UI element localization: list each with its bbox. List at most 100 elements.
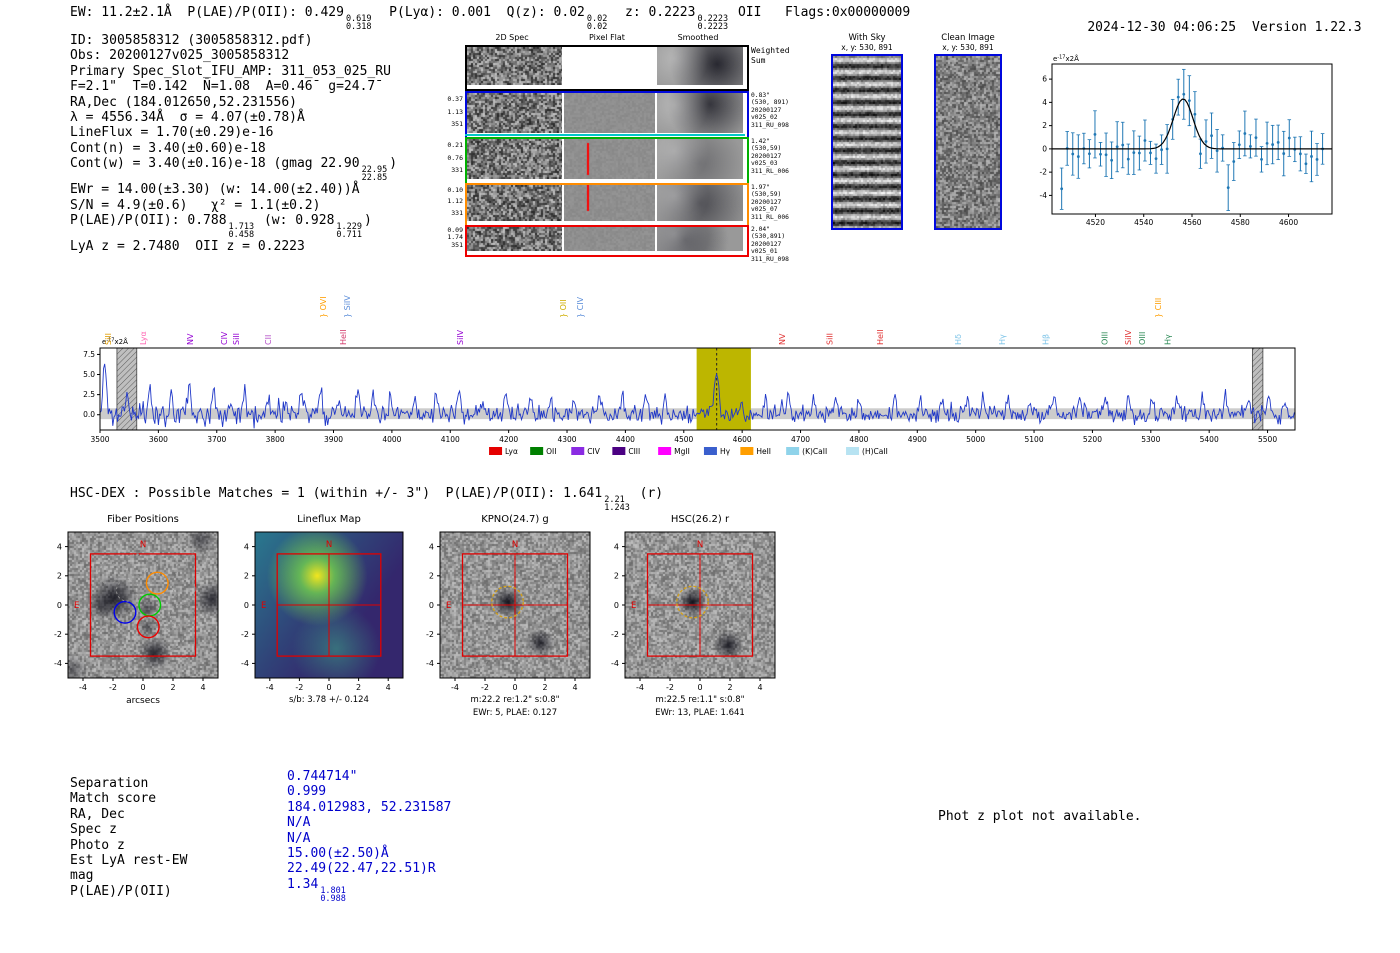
info-line: RA,Dec (184.012650,52.231556) xyxy=(70,94,297,110)
with-sky-title: With Sky xyxy=(848,33,886,43)
emission-line-label: Hγ xyxy=(998,334,1007,345)
svg-text:4000: 4000 xyxy=(382,435,401,444)
unused-fiber-circle xyxy=(160,627,183,650)
photz-note: Phot z plot not available. xyxy=(938,809,1142,824)
axis-box xyxy=(99,347,1296,431)
svg-text:4580: 4580 xyxy=(1231,218,1250,226)
info-line: LineFlux = 1.70(±0.29)e-16 xyxy=(70,125,274,141)
spec2d-2dspec-image xyxy=(467,139,562,179)
svg-text:5100: 5100 xyxy=(1025,435,1044,444)
svg-text:6: 6 xyxy=(1042,75,1047,84)
emission-line-label: OIII xyxy=(1138,332,1147,345)
cutout-caption: m:22.5 re:1.1" s:0.8" xyxy=(655,695,744,705)
svg-text:5500: 5500 xyxy=(1258,435,1277,444)
legend-item: CIII xyxy=(612,447,640,456)
emission-line-label: Lyα xyxy=(139,331,148,345)
stacked-uncertainty: 2.21 1.243 xyxy=(604,495,630,513)
match-row-value: 0.744714" xyxy=(287,769,358,784)
compass-east-label: E xyxy=(261,601,266,611)
svg-text:-2: -2 xyxy=(481,683,489,692)
svg-text:4: 4 xyxy=(1042,98,1047,107)
svg-text:-4: -4 xyxy=(54,659,62,668)
svg-text:4600: 4600 xyxy=(1279,218,1298,226)
svg-text:0: 0 xyxy=(614,601,619,610)
emission-line-label: CII xyxy=(264,335,273,345)
svg-text:3800: 3800 xyxy=(266,435,285,444)
stacked-uncertainty: 1.713 0.458 xyxy=(228,222,255,241)
spec2d-smoothed-image xyxy=(657,227,743,251)
unused-fiber-circle xyxy=(155,555,179,579)
legend-item: (K)CaII xyxy=(786,447,827,456)
match-row-value: 22.49(22.47,22.51)R xyxy=(287,861,436,877)
svg-text:(K)CaII: (K)CaII xyxy=(802,447,827,456)
svg-text:-2: -2 xyxy=(241,630,249,639)
fiber-circle xyxy=(138,593,162,617)
svg-text:0: 0 xyxy=(140,683,145,692)
svg-text:2: 2 xyxy=(727,683,732,692)
svg-text:-2: -2 xyxy=(54,630,62,639)
spec2d-row-left-stats: 0.10 1.12 331 xyxy=(447,186,463,217)
stacked-uncertainty: 0.02 0.02 xyxy=(586,14,608,32)
match-row-value: N/A xyxy=(287,830,311,846)
unused-fiber-circle xyxy=(115,579,139,602)
match-row-label: Photo z xyxy=(70,837,125,853)
cutout-panel-hsc: HSC(26.2) r -4 -4 -2 -2 0 0 2 2 4 4 N Em:22.5 re:1.1… xyxy=(611,514,776,718)
svg-text:-4: -4 xyxy=(1040,191,1048,200)
spec2d-row-annotation: 1.97" (530,59) 20200127 v025_07 311_RL_006 xyxy=(751,184,789,221)
clean-image-title: Clean Image xyxy=(941,33,995,43)
info-line: Obs: 20200127v025_3005858312 xyxy=(70,48,290,64)
svg-text:2.5: 2.5 xyxy=(83,390,95,399)
spec2d-smoothed-image xyxy=(657,139,743,179)
svg-text:0: 0 xyxy=(244,601,249,610)
svg-text:OII: OII xyxy=(546,447,556,456)
spec2d-row xyxy=(465,225,749,257)
spec2d-weighted-sum-label: Weighted Sum xyxy=(751,46,790,65)
clean-image xyxy=(934,54,1002,230)
match-row-label: P(LAE)/P(OII) xyxy=(70,883,172,899)
compass-north-label: N xyxy=(512,540,518,550)
svg-text:3600: 3600 xyxy=(149,435,168,444)
header-meta: 2024-12-30 04:06:25 Version 1.22.3 xyxy=(1056,5,1361,50)
emission-line-label: } CIII xyxy=(1154,298,1163,318)
info-line: P(LAE)/P(OII): 0.788 1.713 0.458 (w: 0.928… xyxy=(70,213,372,241)
svg-text:0: 0 xyxy=(512,683,517,692)
svg-text:4400: 4400 xyxy=(616,435,635,444)
svg-text:5.0: 5.0 xyxy=(83,370,95,379)
svg-text:2: 2 xyxy=(57,572,62,581)
unused-fiber-circle xyxy=(185,551,209,574)
spec2d-pixelflat-image xyxy=(564,93,655,133)
svg-text:4600: 4600 xyxy=(733,435,752,444)
svg-text:4: 4 xyxy=(57,542,62,551)
spec2d-row-highlight-line xyxy=(465,134,745,136)
legend-item: MgII xyxy=(658,447,690,456)
spectrum-line xyxy=(99,363,1295,429)
svg-text:4560: 4560 xyxy=(1182,218,1201,226)
detection-info-block: ID: 3005858312 (3005858312.pdf) Obs: 2020… xyxy=(70,33,397,254)
svg-text:Lyα: Lyα xyxy=(505,447,518,456)
spec2d-col-header: Pixel Flat xyxy=(589,33,625,42)
svg-text:4500: 4500 xyxy=(674,435,693,444)
svg-text:7.5: 7.5 xyxy=(83,350,95,359)
svg-text:4100: 4100 xyxy=(441,435,460,444)
clean-image-xy: x, y: 530, 891 xyxy=(942,43,994,52)
cutout-title: KPNO(24.7) g xyxy=(481,514,549,525)
match-row-value: N/A xyxy=(287,815,311,831)
spec2d-smoothed-image xyxy=(657,47,743,85)
with-sky-panel: With Sky x, y: 530, 891 xyxy=(830,33,904,230)
spec2d-col-header: Smoothed xyxy=(677,33,719,42)
svg-text:-4: -4 xyxy=(451,683,459,692)
x-axis-ticks: 3500 3600 3700 3800 3900 4000 4100 4200 4300 4400… xyxy=(90,430,1277,444)
cutout-caption: EWr: 5, PLAE: 0.127 xyxy=(473,708,557,718)
spectrum-legend: Lyα OII CIV CIII MgII Hγ HeII (K)CaII (H)CaII xyxy=(489,447,888,456)
fiber-circle xyxy=(136,615,160,639)
info-line: ID: 3005858312 (3005858312.pdf) xyxy=(70,33,313,48)
svg-text:0: 0 xyxy=(57,601,62,610)
compass-east-label: E xyxy=(74,601,79,611)
y-axis-label: e-17x2Å xyxy=(102,337,128,346)
compass-east-label: E xyxy=(446,601,451,611)
svg-text:-4: -4 xyxy=(266,683,274,692)
spec2d-row-left-stats: 0.21 0.76 331 xyxy=(447,141,463,175)
match-row-label: Separation xyxy=(70,776,149,791)
match-row-value: 0.999 xyxy=(287,784,327,800)
